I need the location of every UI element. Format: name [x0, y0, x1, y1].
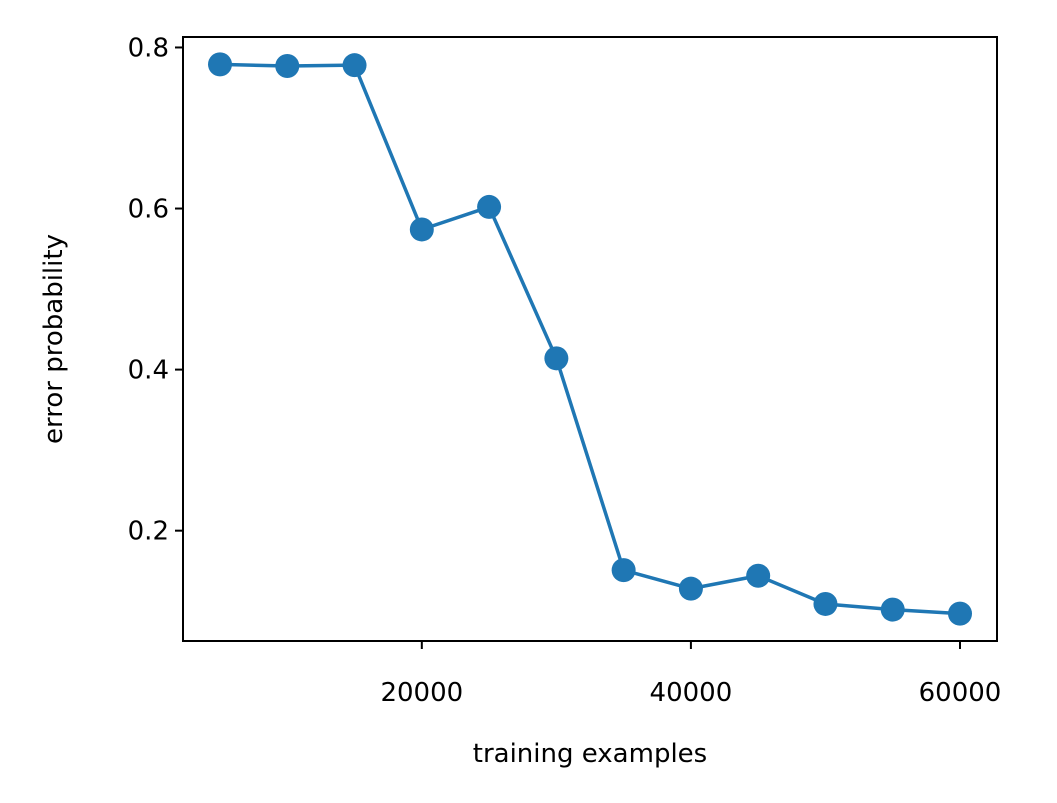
- x-tick-label: 60000: [919, 678, 1002, 708]
- data-point: [544, 346, 569, 371]
- data-point: [342, 53, 367, 78]
- data-point: [275, 53, 300, 78]
- data-point: [880, 597, 905, 622]
- y-tick-label: 0.6: [128, 195, 169, 225]
- data-point: [813, 591, 838, 616]
- data-line: [219, 62, 961, 616]
- data-point: [948, 601, 972, 626]
- x-tick-label: 20000: [380, 678, 463, 708]
- data-point: [611, 558, 636, 583]
- data-point: [409, 217, 434, 242]
- plot-frame: [182, 36, 998, 642]
- data-point: [746, 563, 771, 588]
- y-tick-label: 0.4: [128, 356, 169, 386]
- y-axis-label: error probability: [39, 234, 69, 444]
- data-point: [678, 576, 703, 601]
- x-tick-label: 40000: [650, 678, 733, 708]
- y-tick-label: 0.2: [128, 517, 169, 547]
- data-point: [208, 52, 232, 77]
- data-point: [477, 194, 502, 219]
- y-tick-label: 0.8: [128, 33, 169, 63]
- x-axis-label: training examples: [473, 739, 707, 769]
